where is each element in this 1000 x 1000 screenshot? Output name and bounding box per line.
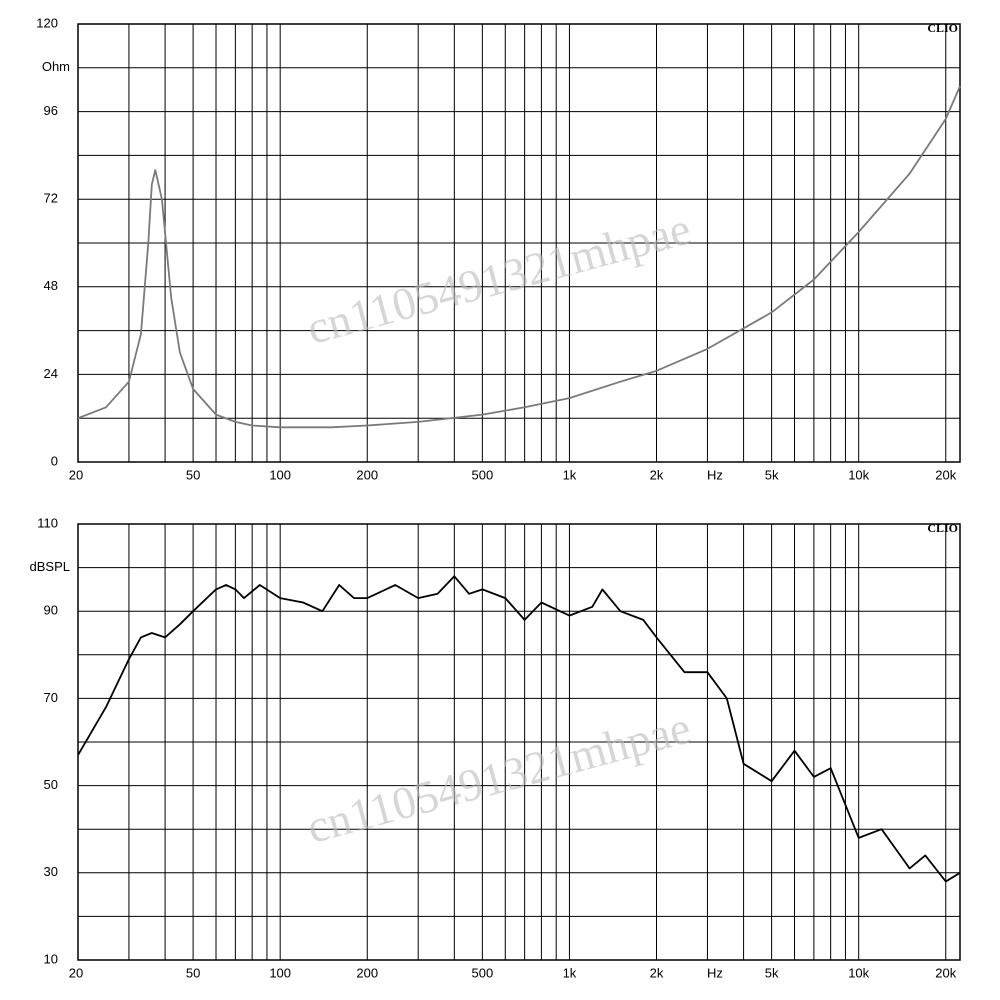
x-tick-label: 20 [69,965,83,980]
watermark: cn1105491321mhpae [302,203,696,354]
y-tick-label: 0 [51,453,58,468]
x-tick-label: 2k [650,467,664,482]
x-tick-label: 50 [186,467,200,482]
x-tick-label: 1k [563,965,577,980]
x-tick-label: 100 [269,467,291,482]
data-line [77,85,961,429]
y-tick-label: 72 [44,191,58,206]
x-tick-label: 1k [563,467,577,482]
x-tick-label: 5k [765,965,779,980]
x-tick-label: 20k [935,965,956,980]
x-tick-label: 200 [356,965,378,980]
x-tick-label: 20k [935,467,956,482]
x-tick-label: 500 [472,467,494,482]
x-tick-label: 2k [650,965,664,980]
x-tick-label: 500 [472,965,494,980]
y-tick-label: 50 [44,777,58,792]
y-axis-label: dBSPL [30,559,70,574]
y-tick-label: 48 [44,278,58,293]
brand-label: CLIO [927,21,958,35]
y-tick-label: 10 [44,951,58,966]
x-tick-label: 10k [848,467,869,482]
brand-label: CLIO [927,521,958,535]
y-tick-label: 96 [44,103,58,118]
x-tick-label: 50 [186,965,200,980]
x-axis-label: Hz [707,467,723,482]
y-axis-label: Ohm [42,59,70,74]
x-axis-label: Hz [707,965,723,980]
plot-frame [77,23,961,463]
y-tick-label: 90 [44,603,58,618]
x-tick-label: 200 [356,467,378,482]
x-tick-label: 100 [269,965,291,980]
x-tick-label: 5k [765,467,779,482]
plot-frame [77,523,961,961]
watermark: cn1105491321mhpae [302,702,696,853]
y-tick-label: 70 [44,690,58,705]
x-tick-label: 10k [848,965,869,980]
data-line [77,575,961,883]
y-tick-label: 120 [36,15,58,30]
y-tick-label: 24 [44,366,58,381]
y-tick-label: 110 [37,515,58,530]
y-tick-label: 30 [44,864,58,879]
x-tick-label: 20 [69,467,83,482]
